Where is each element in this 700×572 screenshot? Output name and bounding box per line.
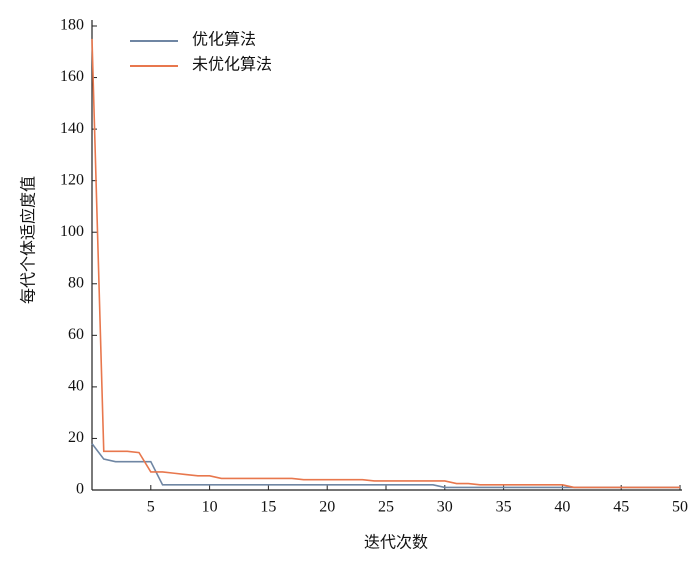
y-tick-label: 80 bbox=[68, 274, 84, 291]
y-tick-label: 60 bbox=[68, 326, 84, 343]
y-tick-label: 180 bbox=[60, 17, 84, 34]
y-tick-label: 120 bbox=[60, 171, 84, 188]
x-tick-label: 15 bbox=[260, 499, 276, 516]
x-tick-label: 40 bbox=[554, 499, 570, 516]
x-tick-label: 20 bbox=[319, 499, 335, 516]
y-tick-label: 0 bbox=[76, 481, 84, 498]
x-tick-label: 30 bbox=[437, 499, 453, 516]
legend-label: 优化算法 bbox=[192, 30, 256, 49]
series-line bbox=[91, 38, 680, 489]
y-tick-label: 100 bbox=[60, 223, 84, 240]
y-tick-label: 160 bbox=[60, 68, 84, 85]
x-tick-label: 10 bbox=[202, 499, 218, 516]
y-tick-label: 40 bbox=[68, 378, 84, 395]
x-tick-label: 45 bbox=[613, 499, 629, 516]
x-tick-label: 5 bbox=[147, 499, 155, 516]
x-tick-label: 50 bbox=[672, 499, 688, 516]
x-tick-label: 35 bbox=[496, 499, 512, 516]
y-axis-label: 每代个体适应度值 bbox=[19, 176, 38, 304]
legend-label: 未优化算法 bbox=[192, 55, 272, 74]
x-axis-label: 迭代次数 bbox=[364, 534, 428, 552]
y-tick-label: 140 bbox=[60, 120, 84, 137]
x-tick-label: 25 bbox=[378, 499, 394, 516]
y-tick-label: 20 bbox=[68, 429, 84, 446]
